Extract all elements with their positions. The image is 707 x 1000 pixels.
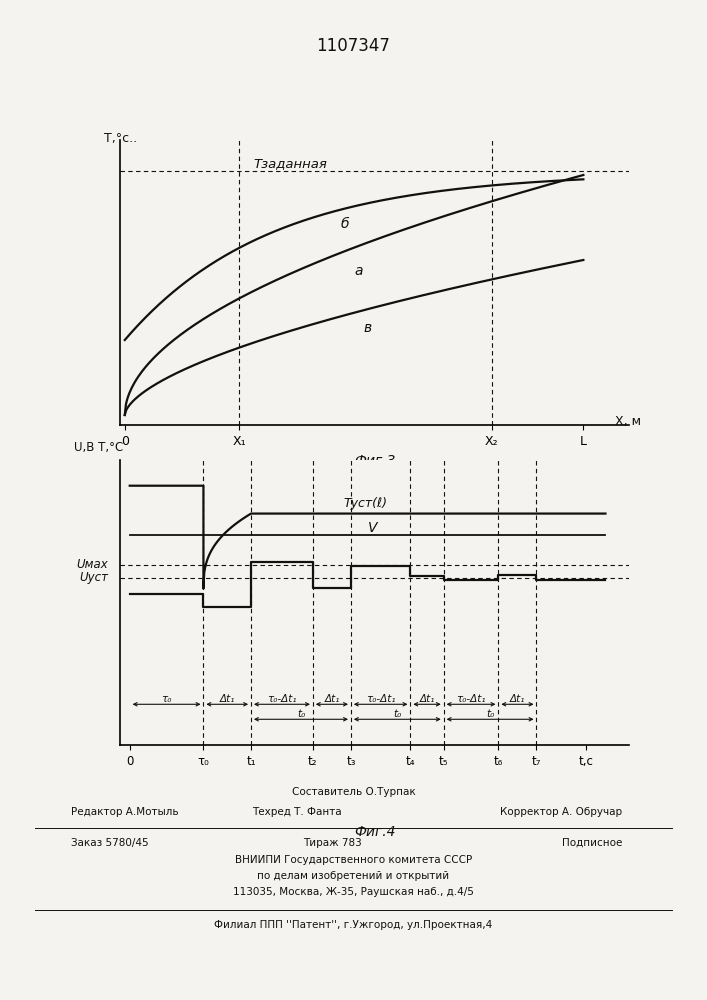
Text: Uмах: Uмах [76, 558, 108, 572]
Text: б: б [340, 217, 349, 231]
Text: X, м: X, м [616, 415, 641, 428]
Text: 113035, Москва, Ж-35, Раушская наб., д.4/5: 113035, Москва, Ж-35, Раушская наб., д.4… [233, 887, 474, 897]
Text: T,°с..: T,°с.. [104, 132, 137, 145]
Text: τ₀: τ₀ [161, 694, 172, 704]
Text: а: а [354, 264, 363, 278]
Text: по делам изобретений и открытий: по делам изобретений и открытий [257, 871, 450, 881]
Text: t₀: t₀ [486, 709, 494, 719]
Text: V: V [368, 521, 377, 535]
Text: Δt₁: Δt₁ [419, 694, 435, 704]
Text: t₀: t₀ [393, 709, 402, 719]
Text: τ₀-Δt₁: τ₀-Δt₁ [267, 694, 297, 704]
Text: Тзаданная: Тзаданная [253, 158, 327, 171]
Text: Редактор А.Мотыль: Редактор А.Мотыль [71, 807, 178, 817]
Text: Δt₁: Δt₁ [325, 694, 339, 704]
Text: в: в [363, 322, 371, 336]
Text: U,B T,°C: U,B T,°C [74, 441, 124, 454]
Text: Филиал ППП ''Патент'', г.Ужгород, ул.Проектная,4: Филиал ППП ''Патент'', г.Ужгород, ул.Про… [214, 920, 493, 930]
Text: Фиг.4: Фиг.4 [354, 825, 395, 839]
Text: Uуст: Uуст [79, 571, 108, 584]
Text: Фиг.3: Фиг.3 [354, 454, 395, 468]
Text: Δt₁: Δt₁ [510, 694, 525, 704]
Text: Техред Т. Фанта: Техред Т. Фанта [252, 807, 341, 817]
Text: 1107347: 1107347 [317, 37, 390, 55]
Text: Заказ 5780/45: Заказ 5780/45 [71, 838, 148, 848]
Text: Подписное: Подписное [562, 838, 622, 848]
Text: Составитель О.Турпак: Составитель О.Турпак [291, 787, 416, 797]
Text: t₀: t₀ [297, 709, 305, 719]
Text: ВНИИПИ Государственного комитета СССР: ВНИИПИ Государственного комитета СССР [235, 855, 472, 865]
Text: Корректор А. Обручар: Корректор А. Обручар [500, 807, 622, 817]
Text: Δt₁: Δt₁ [220, 694, 235, 704]
Text: Туст(ℓ): Туст(ℓ) [344, 497, 387, 510]
Text: τ₀-Δt₁: τ₀-Δt₁ [366, 694, 395, 704]
Text: Тираж 783: Тираж 783 [303, 838, 362, 848]
Text: τ₀-Δt₁: τ₀-Δt₁ [456, 694, 486, 704]
